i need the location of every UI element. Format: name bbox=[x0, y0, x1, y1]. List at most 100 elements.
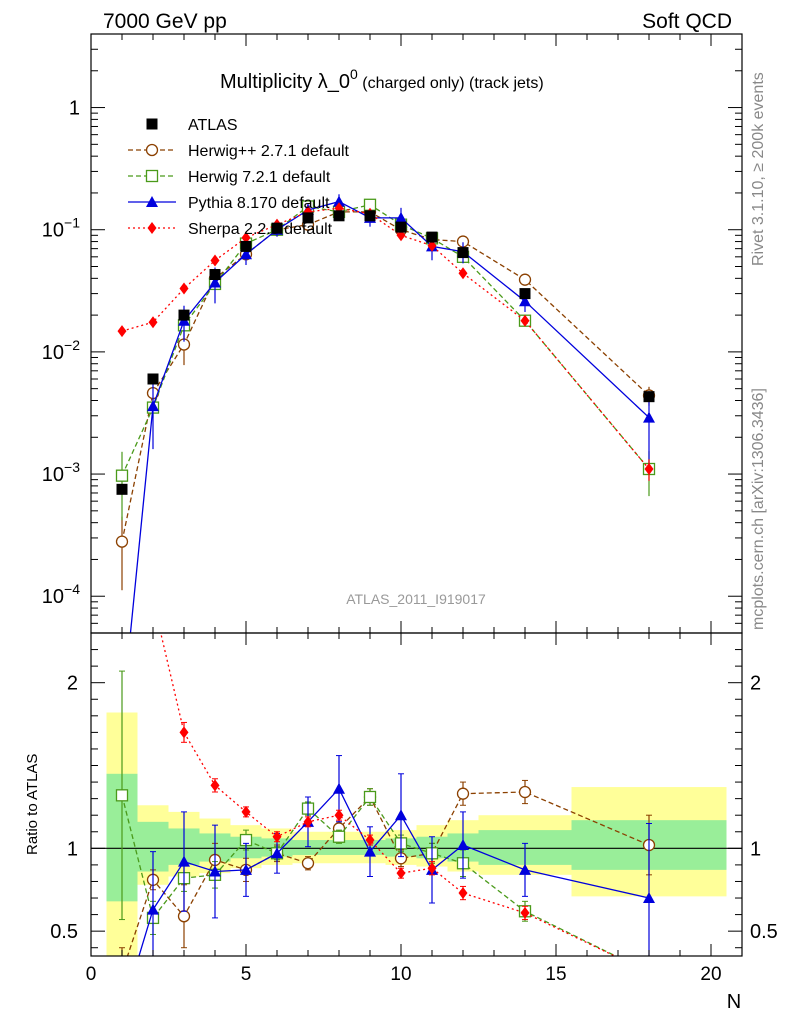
ratio-marker-3 bbox=[645, 967, 654, 979]
ratio-marker-2 bbox=[643, 892, 655, 904]
series-marker-2 bbox=[643, 411, 655, 423]
series-marker-0 bbox=[518, 273, 532, 286]
ratio-band-green-6 bbox=[292, 840, 324, 855]
legend: ATLAS Herwig++ 2.7.1 default Herwig 7.2.1 … bbox=[128, 117, 350, 238]
ratio-marker-3 bbox=[179, 726, 189, 739]
ratio-uncertainty-bands bbox=[106, 712, 727, 956]
y-tick-label-base: 10 bbox=[42, 464, 64, 486]
rivet-version-label: Rivet 3.1.10, ≥ 200k events bbox=[750, 72, 767, 266]
y-tick-label-exponent: −1 bbox=[64, 215, 80, 231]
ratio-y-tick-label-right: 1 bbox=[750, 838, 761, 860]
atlas-data-point bbox=[364, 210, 376, 222]
legend-marker-3 bbox=[146, 196, 158, 207]
ratio-marker-3 bbox=[520, 906, 530, 919]
ratio-y-tick-label-right: 0.5 bbox=[750, 921, 778, 943]
series-marker-3 bbox=[210, 254, 220, 267]
ratio-marker-3 bbox=[427, 862, 437, 875]
chart-title-subtitle: (charged only) (track jets) bbox=[358, 75, 544, 92]
y-tick-label-base: 10 bbox=[42, 586, 64, 608]
ratio-y-tick-label-left: 2 bbox=[67, 673, 78, 695]
ratio-marker-3 bbox=[303, 815, 313, 828]
legend-label-4: Sherpa 2.2.9 default bbox=[188, 221, 333, 238]
ratio-marker-0 bbox=[177, 910, 191, 923]
ratio-marker-2 bbox=[147, 903, 159, 915]
series-line-1 bbox=[121, 204, 650, 476]
y-tick-label: 10−4 bbox=[42, 581, 80, 608]
ratio-marker-1 bbox=[644, 967, 655, 978]
series-line-2 bbox=[129, 200, 650, 633]
header-category-label: Soft QCD bbox=[642, 10, 732, 33]
series-marker-3 bbox=[179, 282, 189, 295]
ratio-marker-2 bbox=[519, 863, 531, 875]
ratio-marker-3 bbox=[272, 830, 282, 843]
atlas-data-point bbox=[271, 222, 283, 234]
ratio-marker-0 bbox=[456, 787, 470, 800]
atlas-data-point bbox=[209, 268, 221, 280]
atlas-data-point bbox=[240, 240, 252, 252]
ratio-marker-3 bbox=[396, 867, 406, 880]
series-line-3 bbox=[121, 207, 650, 470]
y-tick-label: 10−2 bbox=[42, 337, 80, 364]
ratio-marker-3 bbox=[458, 887, 468, 900]
y-tick-label-base: 10 bbox=[42, 220, 64, 242]
y-tick-label-exponent: −2 bbox=[64, 337, 80, 353]
ratio-marker-2 bbox=[333, 782, 345, 794]
x-tick-label: 15 bbox=[545, 964, 566, 985]
series-marker-3 bbox=[458, 267, 468, 280]
ratio-band-green-7 bbox=[323, 840, 355, 855]
ratio-y-tick-label-left: 0.5 bbox=[50, 921, 78, 943]
y-tick-label: 10−3 bbox=[42, 459, 80, 486]
x-tick-label: 20 bbox=[700, 964, 721, 985]
ratio-y-tick-label-right: 2 bbox=[750, 673, 761, 695]
analysis-id-label: ATLAS_2011_I919017 bbox=[346, 591, 486, 607]
atlas-data-point bbox=[302, 212, 314, 224]
y-tick-label-exponent: −3 bbox=[64, 459, 80, 475]
ratio-marker-0 bbox=[117, 967, 128, 978]
ratio-marker-2 bbox=[457, 839, 469, 851]
ratio-plot-frame bbox=[90, 632, 743, 957]
ratio-line-3 bbox=[160, 633, 617, 956]
atlas-data-point bbox=[178, 309, 190, 321]
x-tick-label: 10 bbox=[390, 964, 411, 985]
ratio-y-axis-label: Ratio to ATLAS bbox=[24, 754, 41, 855]
y-tick-label: 1 bbox=[69, 98, 80, 120]
atlas-data-point bbox=[457, 247, 469, 259]
ratio-marker-0 bbox=[518, 785, 532, 799]
ratio-marker-2 bbox=[271, 847, 283, 859]
series-marker-3 bbox=[148, 316, 158, 329]
series-marker-0 bbox=[115, 535, 129, 548]
legend-label-3: Pythia 8.170 default bbox=[188, 195, 330, 212]
ratio-plot-area bbox=[91, 633, 742, 1017]
ratio-marker-2 bbox=[240, 863, 252, 875]
ratio-marker-3 bbox=[334, 809, 344, 822]
y-tick-label-base: 10 bbox=[42, 342, 64, 364]
atlas-data-point bbox=[395, 221, 407, 233]
series-marker-2 bbox=[395, 211, 407, 223]
series-marker-1 bbox=[115, 469, 129, 482]
series-marker-2 bbox=[519, 295, 531, 307]
ratio-y-tick-label-left: 1 bbox=[67, 838, 78, 860]
ratio-marker-1 bbox=[363, 790, 377, 804]
ratio-marker-2 bbox=[116, 1006, 128, 1017]
atlas-data-point bbox=[147, 373, 159, 385]
ratio-marker-3 bbox=[241, 805, 251, 818]
atlas-data-point bbox=[426, 231, 438, 243]
series-marker-2 bbox=[147, 400, 159, 412]
chart-title-superscript: 0 bbox=[350, 66, 358, 82]
ratio-marker-2 bbox=[209, 865, 221, 877]
mcplots-reference-label: mcplots.cern.ch [arXiv:1306.3436] bbox=[750, 388, 767, 630]
ratio-marker-2 bbox=[395, 809, 407, 821]
y-tick-label-exponent: −4 bbox=[64, 581, 80, 597]
x-tick-label: 0 bbox=[86, 964, 97, 985]
legend-marker-0 bbox=[146, 118, 158, 130]
atlas-data-point bbox=[116, 483, 128, 495]
ratio-marker-3 bbox=[210, 779, 220, 792]
ratio-marker-3 bbox=[365, 834, 375, 847]
legend-label-0: ATLAS bbox=[188, 117, 238, 134]
ratio-marker-1 bbox=[332, 830, 346, 843]
legend-marker-1 bbox=[145, 143, 159, 157]
ratio-marker-1 bbox=[115, 789, 129, 802]
series-marker-2 bbox=[333, 195, 345, 207]
atlas-data-point bbox=[643, 391, 655, 403]
